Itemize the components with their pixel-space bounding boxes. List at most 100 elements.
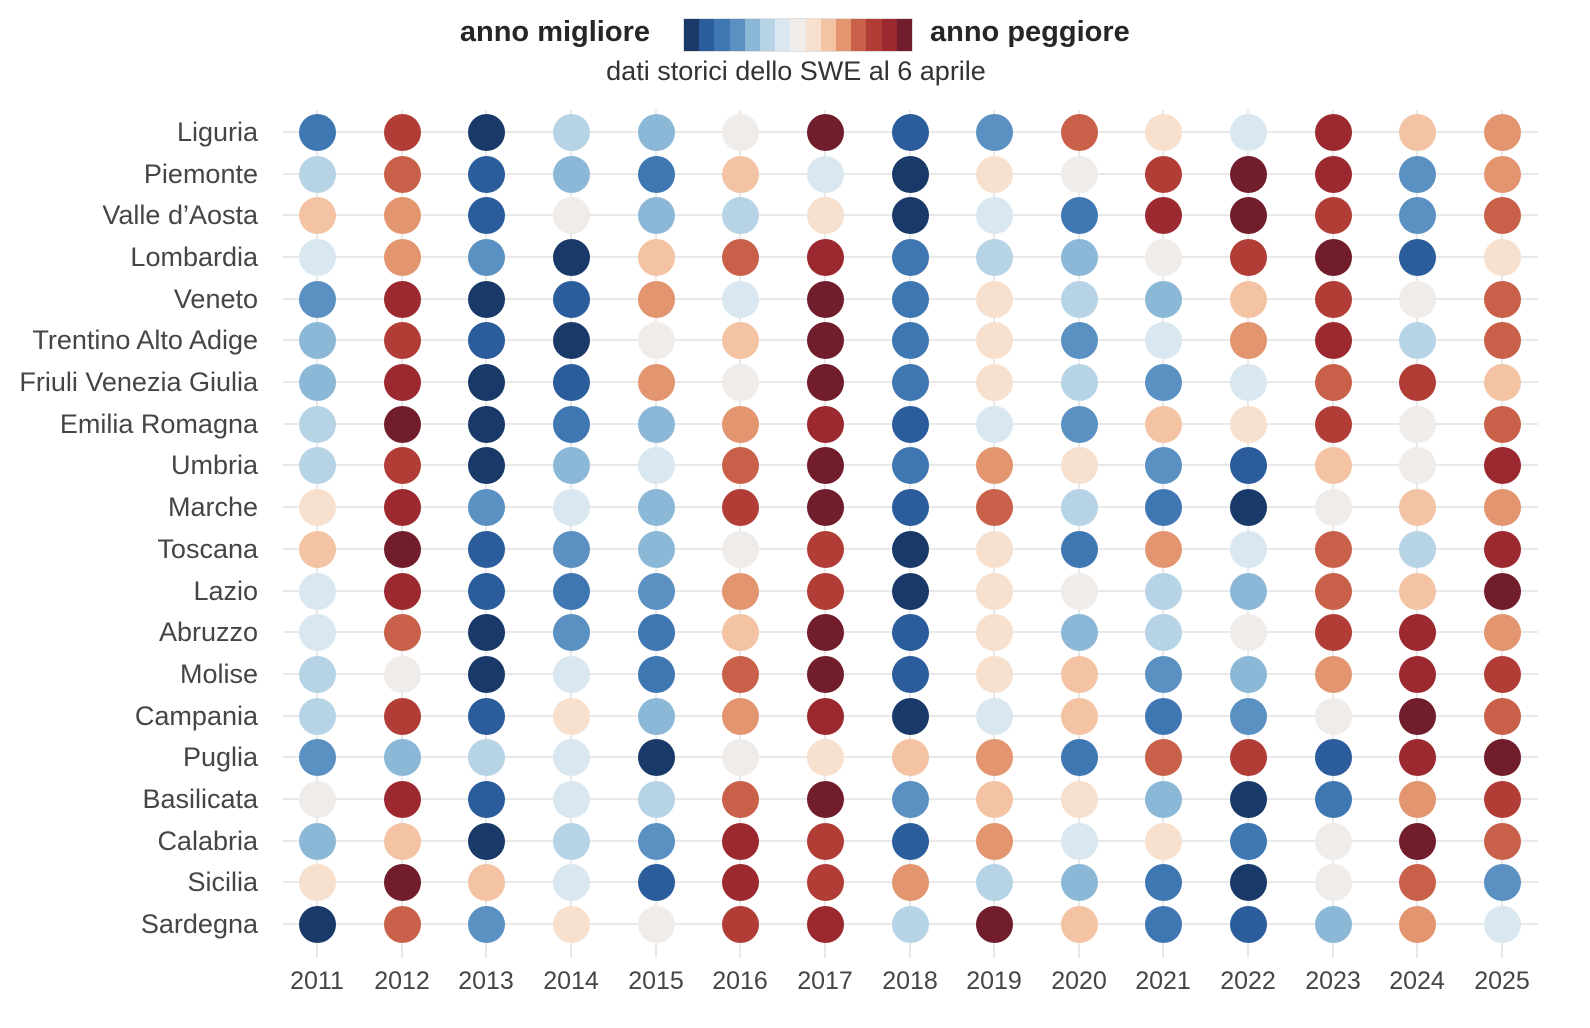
matrix-dot [552, 530, 590, 568]
matrix-dot [891, 655, 929, 693]
colorbar-segment-rank-10 [820, 19, 837, 51]
matrix-dot [1144, 196, 1182, 234]
matrix-dot [806, 780, 844, 818]
matrix-dot [806, 446, 844, 484]
matrix-dot [891, 530, 929, 568]
matrix-dot [552, 363, 590, 401]
matrix-dot [383, 738, 421, 776]
matrix-dot [383, 238, 421, 276]
region-label: Piemonte [143, 159, 258, 189]
matrix-dot [1314, 155, 1352, 193]
matrix-dot [1229, 863, 1267, 901]
colorbar-segment-rank-14 [881, 19, 897, 51]
matrix-dot [1060, 446, 1098, 484]
matrix-dot [1229, 113, 1267, 151]
matrix-dot [1060, 113, 1098, 151]
matrix-dot [383, 363, 421, 401]
matrix-dot [298, 697, 336, 735]
matrix-dot [1398, 822, 1436, 860]
matrix-dot [467, 572, 505, 610]
matrix-dot [298, 405, 336, 443]
colorbar-segment-rank-15 [896, 19, 913, 51]
colorbar-segment-rank-11 [836, 19, 852, 51]
year-label: 2021 [1135, 967, 1191, 995]
matrix-dot [383, 446, 421, 484]
colorbar-segment-rank-5 [744, 19, 761, 51]
matrix-dot [1314, 572, 1352, 610]
matrix-dot [1483, 738, 1521, 776]
matrix-dot [1144, 572, 1182, 610]
matrix-dot [721, 113, 759, 151]
matrix-dot [383, 530, 421, 568]
matrix-dot [383, 572, 421, 610]
matrix-dot [1229, 780, 1267, 818]
year-label: 2018 [882, 967, 938, 995]
matrix-dot [552, 822, 590, 860]
matrix-dot [891, 196, 929, 234]
matrix-dot [975, 572, 1013, 610]
matrix-dot [383, 405, 421, 443]
matrix-dot [975, 280, 1013, 318]
matrix-dot [806, 863, 844, 901]
matrix-dot [1314, 363, 1352, 401]
matrix-dot [467, 280, 505, 318]
matrix-dot [806, 238, 844, 276]
matrix-dot [1060, 780, 1098, 818]
matrix-dot [1398, 863, 1436, 901]
matrix-dot [1314, 280, 1352, 318]
matrix-dot [637, 280, 675, 318]
matrix-dot [467, 238, 505, 276]
matrix-dot [806, 488, 844, 526]
matrix-dot [806, 113, 844, 151]
matrix-dot [552, 780, 590, 818]
matrix-dot [1144, 113, 1182, 151]
matrix-dot [1398, 905, 1436, 943]
matrix-dot [383, 488, 421, 526]
matrix-dot [975, 488, 1013, 526]
matrix-dot [1314, 530, 1352, 568]
matrix-dot [1144, 738, 1182, 776]
matrix-dot [552, 238, 590, 276]
matrix-dot [1483, 655, 1521, 693]
matrix-dot [1060, 572, 1098, 610]
year-label: 2023 [1305, 967, 1361, 995]
matrix-dot [467, 613, 505, 651]
matrix-dot [1314, 822, 1352, 860]
matrix-dot [1398, 280, 1436, 318]
matrix-dot [891, 905, 929, 943]
matrix-dot [1398, 572, 1436, 610]
matrix-dot [298, 155, 336, 193]
matrix-dot [1060, 655, 1098, 693]
matrix-dot [1398, 113, 1436, 151]
matrix-dot [975, 363, 1013, 401]
matrix-dot [637, 572, 675, 610]
matrix-dot [1229, 196, 1267, 234]
matrix-dot [467, 822, 505, 860]
matrix-dot [467, 113, 505, 151]
region-label: Valle d’Aosta [102, 200, 258, 230]
matrix-dot [383, 155, 421, 193]
matrix-dot [467, 738, 505, 776]
matrix-dot [1314, 613, 1352, 651]
matrix-dot [467, 196, 505, 234]
matrix-dot [721, 572, 759, 610]
region-label: Sicilia [187, 867, 258, 897]
legend-colorbar [683, 18, 913, 52]
matrix-dot [467, 405, 505, 443]
matrix-dot [637, 697, 675, 735]
region-label: Liguria [176, 117, 258, 147]
matrix-dot [1144, 613, 1182, 651]
matrix-dot [637, 196, 675, 234]
matrix-dot [383, 697, 421, 735]
matrix-dot [721, 655, 759, 693]
matrix-dot [298, 113, 336, 151]
matrix-dot [298, 613, 336, 651]
matrix-dot [1229, 572, 1267, 610]
matrix-dot [1398, 697, 1436, 735]
matrix-dot [1398, 363, 1436, 401]
matrix-dot [1060, 613, 1098, 651]
matrix-dot [1483, 488, 1521, 526]
matrix-dot [806, 655, 844, 693]
matrix-dot [806, 697, 844, 735]
colorbar-segment-rank-7 [775, 19, 791, 51]
